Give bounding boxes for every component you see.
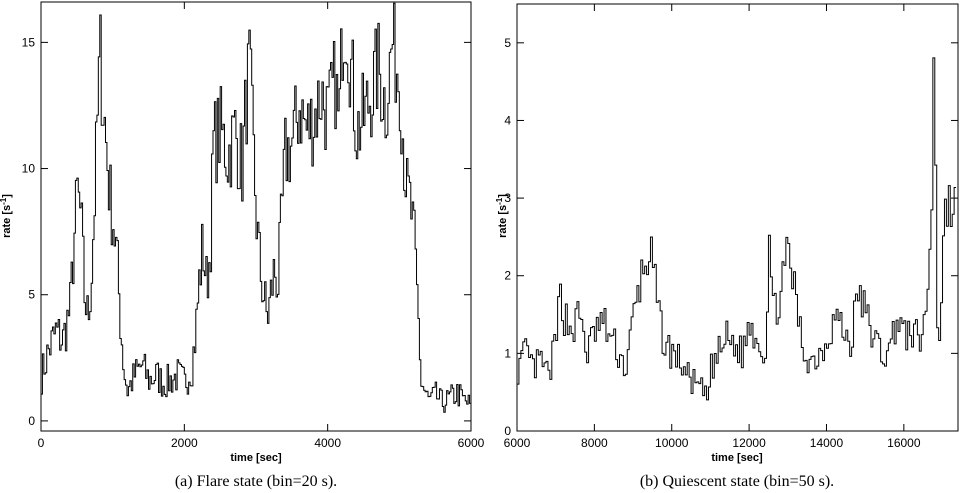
x-tick-label: 2000 bbox=[171, 436, 198, 450]
x-axis-label-b: time [sec] bbox=[711, 452, 763, 464]
y-axis-label-a: rate [s-1] bbox=[0, 194, 13, 238]
y-tick-label: 2 bbox=[504, 269, 511, 283]
axis-ticks-a: 0 2000 4000 6000 0 5 10 15 bbox=[22, 2, 485, 450]
y-tick-label: 3 bbox=[504, 191, 511, 205]
y-tick-label: 15 bbox=[22, 35, 36, 49]
x-tick-label: 6000 bbox=[458, 436, 485, 450]
x-tick-label: 10000 bbox=[655, 436, 689, 450]
light-curve-a bbox=[41, 2, 472, 413]
y-tick-label: 0 bbox=[28, 414, 35, 428]
x-axis-label-a: time [sec] bbox=[230, 452, 282, 464]
panel-b-quiescent-state: 6000 8000 10000 12000 14000 16000 0 1 2 3 4 5 time … bbox=[495, 3, 959, 490]
y-tick-label: 5 bbox=[504, 36, 511, 50]
caption-b: (b) Quiescent state (bin=50 s). bbox=[640, 473, 834, 490]
x-tick-label: 14000 bbox=[810, 436, 844, 450]
plot-frame-b bbox=[516, 3, 959, 432]
x-tick-label: 12000 bbox=[732, 436, 766, 450]
x-tick-label: 0 bbox=[38, 436, 45, 450]
light-curve-b bbox=[517, 57, 957, 401]
y-tick-label: 4 bbox=[504, 113, 511, 127]
y-tick-label: 5 bbox=[28, 288, 35, 302]
x-tick-label: 6000 bbox=[504, 436, 531, 450]
panel-a-flare-state: 0 2000 4000 6000 0 5 10 15 time [sec] rate [s-1… bbox=[0, 1, 485, 490]
y-tick-label: 10 bbox=[22, 162, 36, 176]
y-tick-label: 0 bbox=[504, 424, 511, 438]
y-axis-label-b: rate [s-1] bbox=[495, 194, 510, 238]
caption-a: (a) Flare state (bin=20 s). bbox=[175, 473, 337, 490]
axis-ticks-b: 6000 8000 10000 12000 14000 16000 0 1 2 3 4 5 bbox=[504, 4, 958, 450]
y-tick-label: 1 bbox=[504, 346, 511, 360]
x-tick-label: 8000 bbox=[581, 436, 608, 450]
x-tick-label: 16000 bbox=[887, 436, 921, 450]
plot-frame-a bbox=[40, 1, 472, 432]
x-tick-label: 4000 bbox=[314, 436, 341, 450]
